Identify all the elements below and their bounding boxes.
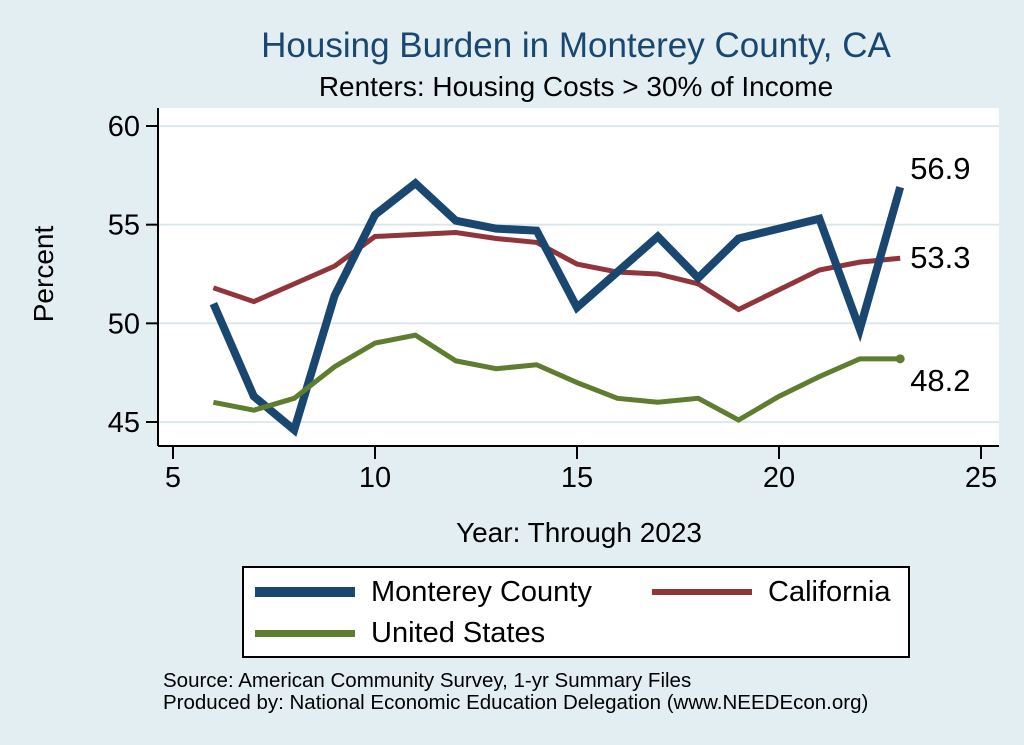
legend-label-monterey-county: Monterey County (371, 575, 592, 608)
series-line-united-states (212, 332, 901, 423)
y-tick-label: 55 (108, 210, 140, 242)
x-tick-label: 10 (359, 462, 391, 494)
legend-swatch-california (652, 589, 752, 595)
series-end-marker-united-states (895, 354, 905, 364)
end-label-monterey-county: 56.9 (910, 151, 971, 187)
x-axis-title: Year: Through 2023 (456, 517, 702, 548)
series-line-monterey-county (209, 177, 905, 437)
produced-by-line: Produced by: National Economic Education… (163, 691, 869, 714)
legend: Monterey County California United States (242, 566, 910, 658)
y-tick-label: 50 (108, 308, 140, 340)
legend-label-california: California (768, 575, 891, 608)
legend-item-monterey-county: Monterey County (255, 576, 592, 608)
y-axis-title: Percent (28, 225, 59, 323)
y-tick-label: 45 (108, 407, 140, 439)
x-tick-label: 5 (165, 462, 181, 494)
legend-swatch-united-states (255, 629, 355, 637)
y-tick-label: 60 (108, 111, 140, 143)
chart-subtitle: Renters: Housing Costs > 30% of Income (318, 71, 834, 102)
plot-background (158, 108, 999, 446)
x-tick-label: 25 (965, 462, 997, 494)
x-tick-label: 15 (561, 462, 593, 494)
legend-label-united-states: United States (371, 616, 546, 649)
end-label-california: 53.3 (910, 240, 971, 276)
legend-swatch-monterey-county (255, 587, 355, 597)
legend-item-california: California (652, 576, 891, 608)
end-label-united-states: 48.2 (910, 362, 971, 398)
x-tick-label: 20 (763, 462, 795, 494)
series-line-california (212, 230, 901, 313)
source-note: Source: American Community Survey, 1-yr … (163, 670, 868, 714)
chart-title: Housing Burden in Monterey County, CA (261, 26, 891, 65)
source-line: Source: American Community Survey, 1-yr … (163, 669, 692, 692)
legend-item-united-states: United States (255, 617, 545, 649)
